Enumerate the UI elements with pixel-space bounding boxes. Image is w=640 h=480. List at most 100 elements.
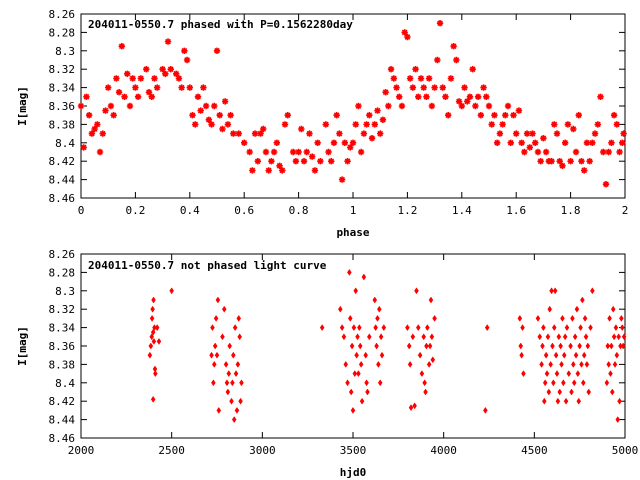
y-tick-label: 8.44 bbox=[49, 174, 76, 187]
x-axis-label: phase bbox=[336, 226, 369, 239]
data-point bbox=[575, 370, 581, 378]
data-point bbox=[150, 305, 155, 313]
data-point bbox=[453, 56, 460, 64]
y-tick-label: 8.32 bbox=[49, 303, 76, 316]
data-point bbox=[102, 107, 109, 114]
data-point bbox=[507, 139, 514, 146]
data-point bbox=[347, 314, 353, 322]
data-point bbox=[379, 351, 385, 359]
data-point bbox=[466, 93, 474, 100]
data-point bbox=[477, 112, 485, 119]
data-point bbox=[367, 333, 372, 341]
data-point bbox=[376, 305, 382, 313]
data-point bbox=[570, 314, 575, 322]
data-point bbox=[96, 148, 104, 156]
data-point bbox=[602, 181, 610, 188]
data-point bbox=[577, 342, 582, 350]
data-point bbox=[535, 314, 541, 322]
data-point bbox=[317, 158, 324, 165]
data-point bbox=[153, 84, 161, 91]
data-point bbox=[401, 29, 408, 36]
data-point bbox=[352, 370, 358, 378]
data-point bbox=[148, 93, 155, 100]
data-point bbox=[124, 70, 131, 77]
data-point bbox=[612, 360, 618, 368]
data-point bbox=[429, 333, 435, 341]
data-point bbox=[576, 397, 582, 405]
data-point bbox=[262, 148, 270, 156]
data-point bbox=[553, 351, 559, 359]
data-point bbox=[519, 351, 524, 359]
data-point bbox=[221, 98, 229, 105]
data-point bbox=[563, 397, 569, 405]
x-tick-label: 3500 bbox=[340, 444, 367, 457]
data-point bbox=[385, 102, 392, 110]
data-point bbox=[151, 75, 158, 82]
data-point bbox=[472, 102, 479, 110]
data-point bbox=[351, 324, 357, 332]
data-point bbox=[620, 342, 626, 350]
data-point bbox=[234, 406, 240, 414]
data-point bbox=[573, 351, 579, 359]
data-point bbox=[564, 121, 572, 128]
data-point bbox=[484, 324, 490, 332]
data-point bbox=[427, 342, 433, 350]
data-point bbox=[298, 125, 305, 133]
data-point bbox=[265, 167, 272, 174]
data-point bbox=[521, 370, 526, 378]
data-point bbox=[610, 305, 616, 313]
data-point bbox=[580, 296, 585, 304]
data-point bbox=[619, 139, 626, 146]
data-point bbox=[434, 56, 441, 64]
data-point bbox=[223, 360, 229, 368]
data-point bbox=[421, 333, 427, 341]
data-point bbox=[153, 370, 158, 378]
data-point bbox=[164, 38, 172, 45]
data-point bbox=[590, 287, 595, 295]
data-point bbox=[474, 93, 482, 100]
data-point bbox=[230, 379, 235, 387]
y-tick-label: 8.46 bbox=[49, 432, 76, 445]
data-point bbox=[420, 84, 427, 91]
data-point bbox=[502, 112, 509, 119]
data-point bbox=[455, 98, 463, 105]
data-point bbox=[520, 324, 525, 332]
data-point bbox=[227, 112, 234, 119]
data-point bbox=[428, 296, 434, 304]
data-point bbox=[578, 324, 583, 332]
data-point bbox=[270, 148, 278, 156]
data-point bbox=[167, 66, 174, 73]
data-point bbox=[556, 158, 563, 165]
x-tick-label: 0.8 bbox=[289, 204, 309, 217]
data-point bbox=[344, 158, 351, 165]
data-point bbox=[322, 121, 329, 128]
data-point bbox=[219, 125, 226, 133]
data-point bbox=[333, 112, 340, 119]
data-point bbox=[343, 360, 349, 368]
data-point bbox=[224, 379, 230, 387]
data-point bbox=[550, 342, 555, 350]
data-point bbox=[200, 84, 207, 91]
data-point bbox=[541, 324, 546, 332]
data-point bbox=[566, 370, 572, 378]
data-point bbox=[581, 167, 588, 174]
data-point bbox=[620, 130, 627, 137]
data-point bbox=[241, 139, 248, 146]
data-point bbox=[557, 388, 563, 396]
data-point bbox=[611, 333, 617, 341]
data-point bbox=[526, 144, 533, 151]
data-point bbox=[614, 351, 620, 359]
data-point bbox=[412, 402, 417, 410]
data-point bbox=[134, 93, 142, 100]
data-point bbox=[617, 397, 622, 405]
data-point bbox=[213, 47, 221, 54]
data-point bbox=[357, 148, 365, 156]
data-point bbox=[129, 75, 136, 82]
x-tick-label: 1 bbox=[350, 204, 357, 217]
data-point bbox=[379, 116, 387, 123]
data-point bbox=[398, 102, 406, 110]
data-point bbox=[314, 139, 321, 146]
data-point bbox=[424, 342, 429, 350]
data-point bbox=[423, 388, 428, 396]
data-point bbox=[341, 333, 347, 341]
